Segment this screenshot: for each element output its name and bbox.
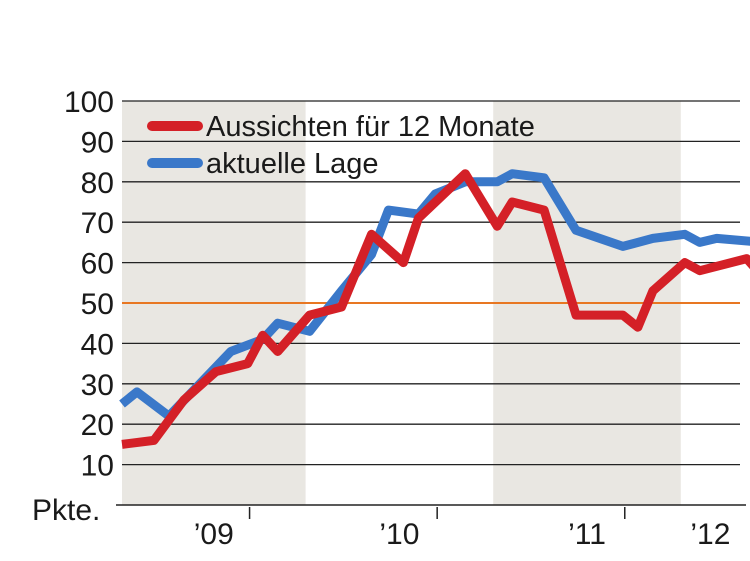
series-layer: [119, 169, 750, 449]
y-axis-labels: 10 20 30 40 50 60 70 80 90 100: [64, 86, 114, 483]
y-tick-label: 40: [81, 328, 114, 361]
legend-label: aktuelle Lage: [206, 148, 379, 180]
y-tick-label: 10: [81, 450, 114, 483]
x-tick-label: ’10: [379, 518, 419, 551]
legend: Aussichten für 12 Monate aktuelle Lage: [147, 111, 535, 180]
y-tick-label: 30: [81, 369, 114, 402]
series-line: [119, 169, 750, 421]
y-tick-label: 20: [81, 409, 114, 442]
legend-label: Aussichten für 12 Monate: [206, 111, 535, 143]
y-tick-label: 80: [81, 167, 114, 200]
x-tick-label: ’11: [568, 518, 606, 551]
y-tick-label: 50: [81, 288, 114, 321]
x-tick-label: ’12: [690, 518, 730, 551]
y-unit-label: Pkte.: [32, 494, 100, 527]
series-line: [121, 169, 750, 449]
y-tick-label: 90: [81, 126, 114, 159]
y-tick-label: 100: [64, 86, 114, 119]
y-tick-label: 70: [81, 207, 114, 240]
x-tick-label: ’09: [194, 518, 234, 551]
y-tick-label: 60: [81, 248, 114, 281]
x-axis: ’09 ’10 ’11 ’12: [116, 504, 746, 551]
